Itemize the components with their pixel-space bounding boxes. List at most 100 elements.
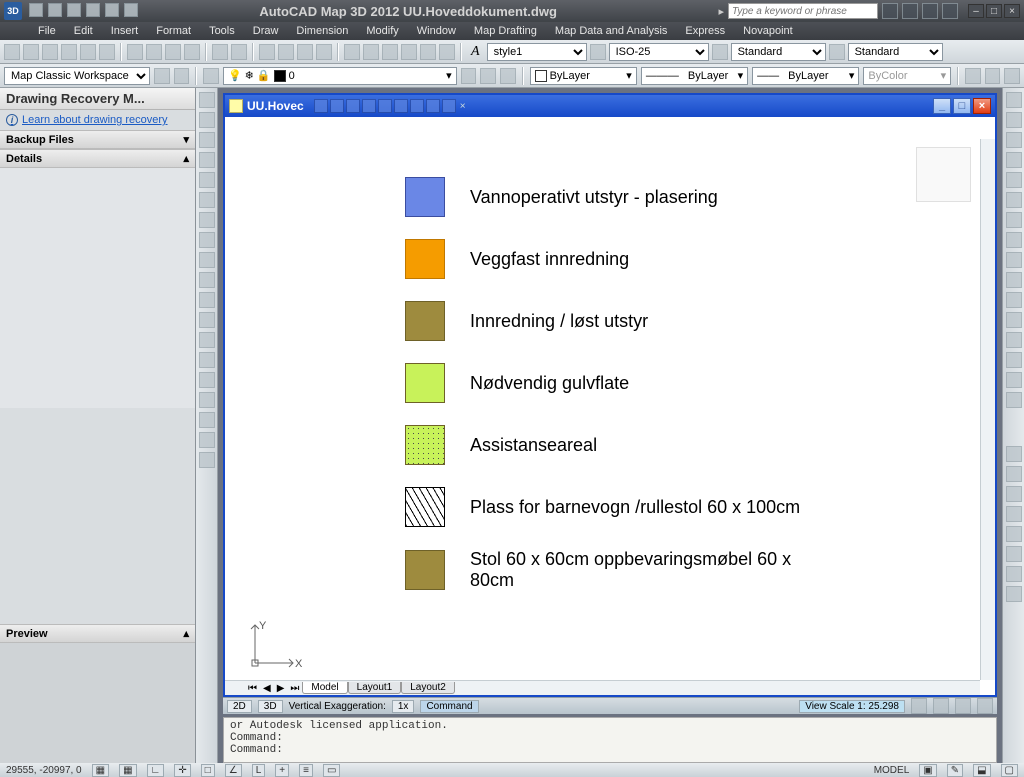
ws-settings-icon[interactable]: [154, 68, 170, 84]
close-button[interactable]: ×: [1004, 4, 1020, 18]
np-icon3[interactable]: [1004, 68, 1020, 84]
maximize-button[interactable]: □: [986, 4, 1002, 18]
preview-header[interactable]: Preview▴: [0, 624, 195, 643]
grid-btn[interactable]: ▦: [119, 764, 136, 777]
revcloud-icon[interactable]: [199, 232, 215, 248]
polar-btn[interactable]: ✛: [174, 764, 190, 777]
osnap-btn[interactable]: □: [201, 764, 215, 777]
lineweight-select[interactable]: —— ByLayer▾: [752, 67, 859, 85]
vertical-scrollbar[interactable]: [980, 139, 995, 680]
new-file-icon[interactable]: [4, 44, 20, 60]
menu-tools[interactable]: Tools: [201, 24, 243, 38]
map-icon5[interactable]: [1006, 526, 1022, 542]
arc-icon[interactable]: [199, 192, 215, 208]
status-icon4[interactable]: ▢: [1001, 764, 1018, 777]
dim-style-select[interactable]: ISO-25: [609, 43, 709, 61]
circle-icon[interactable]: [199, 212, 215, 228]
array-icon[interactable]: [1006, 172, 1022, 188]
status-icon3[interactable]: ⬓: [973, 764, 990, 777]
map-icon6[interactable]: [1006, 546, 1022, 562]
dt-icon3[interactable]: [346, 99, 360, 113]
dt-icon6[interactable]: [394, 99, 408, 113]
doc-maximize-button[interactable]: □: [953, 98, 971, 114]
hatch-icon[interactable]: [199, 372, 215, 388]
menu-edit[interactable]: Edit: [66, 24, 101, 38]
paste-icon[interactable]: [165, 44, 181, 60]
textstyle-icon[interactable]: A: [467, 44, 484, 60]
print-icon[interactable]: [61, 44, 77, 60]
tab-nav-last[interactable]: ⏭: [287, 683, 302, 694]
publish-icon[interactable]: [99, 44, 115, 60]
layer-mgr-icon[interactable]: [203, 68, 219, 84]
redo-icon[interactable]: [105, 3, 119, 17]
canvas[interactable]: Vannoperativt utstyr - plaseringVeggfast…: [225, 117, 995, 695]
np-icon1[interactable]: [965, 68, 981, 84]
quick-access-toolbar[interactable]: [28, 3, 139, 20]
undo-icon[interactable]: [86, 3, 100, 17]
viewscale-label[interactable]: View Scale 1: 25.298: [799, 700, 905, 713]
annoscale-icon[interactable]: [933, 698, 949, 714]
table-icon[interactable]: [199, 432, 215, 448]
doc-tab-close[interactable]: ×: [460, 101, 466, 112]
undo2-icon[interactable]: [212, 44, 228, 60]
np-icon2[interactable]: [985, 68, 1001, 84]
print-icon[interactable]: [124, 3, 138, 17]
workspace-select[interactable]: Map Classic Workspace: [4, 67, 150, 85]
mleader-icon[interactable]: [829, 44, 845, 60]
model-space-label[interactable]: MODEL: [874, 765, 910, 776]
color-select[interactable]: ByLayer▾: [530, 67, 637, 85]
menu-format[interactable]: Format: [148, 24, 199, 38]
rotate-icon[interactable]: [1006, 212, 1022, 228]
xline-icon[interactable]: [199, 112, 215, 128]
tab-nav-prev[interactable]: ◀: [260, 683, 274, 694]
dt-help-icon[interactable]: [442, 99, 456, 113]
ortho-btn[interactable]: ∟: [147, 764, 165, 777]
snap-btn[interactable]: ▦: [92, 764, 109, 777]
point-icon[interactable]: [199, 352, 215, 368]
designcenter-icon[interactable]: [363, 44, 379, 60]
props-icon[interactable]: [344, 44, 360, 60]
menu-insert[interactable]: Insert: [103, 24, 147, 38]
menu-novapoint[interactable]: Novapoint: [735, 24, 801, 38]
open-file-icon[interactable]: [23, 44, 39, 60]
otrack-btn[interactable]: ∠: [225, 764, 242, 777]
scale-icon[interactable]: [1006, 232, 1022, 248]
menu-mapdrafting[interactable]: Map Drafting: [466, 24, 545, 38]
ws-lock-icon[interactable]: [174, 68, 190, 84]
tab-layout1[interactable]: Layout1: [348, 682, 402, 694]
menu-mapdata[interactable]: Map Data and Analysis: [547, 24, 676, 38]
dt-icon8[interactable]: [426, 99, 440, 113]
coord-readout[interactable]: 29555, -20997, 0: [6, 765, 82, 776]
command-chip[interactable]: Command: [420, 700, 478, 713]
map-icon3[interactable]: [1006, 486, 1022, 502]
save-file-icon[interactable]: [42, 44, 58, 60]
lock-icon[interactable]: [911, 698, 927, 714]
lwt-btn[interactable]: ≡: [299, 764, 313, 777]
menu-file[interactable]: File: [30, 24, 64, 38]
move-icon[interactable]: [1006, 192, 1022, 208]
save-icon[interactable]: [67, 3, 81, 17]
btn-2d[interactable]: 2D: [227, 700, 252, 713]
mirror-icon[interactable]: [1006, 132, 1022, 148]
tab-layout2[interactable]: Layout2: [401, 682, 455, 694]
rect-icon[interactable]: [199, 172, 215, 188]
menu-draw[interactable]: Draw: [245, 24, 287, 38]
polygon-icon[interactable]: [199, 152, 215, 168]
sheets-icon[interactable]: [401, 44, 417, 60]
qp-btn[interactable]: ▭: [323, 764, 340, 777]
dt-icon1[interactable]: [314, 99, 328, 113]
dim-icon[interactable]: [590, 44, 606, 60]
menu-dimension[interactable]: Dimension: [288, 24, 356, 38]
extend-icon[interactable]: [1006, 292, 1022, 308]
match-icon[interactable]: [184, 44, 200, 60]
layer-prev-icon[interactable]: [461, 68, 477, 84]
insert-icon[interactable]: [199, 312, 215, 328]
app-icon[interactable]: 3D: [4, 2, 22, 20]
menu-modify[interactable]: Modify: [358, 24, 406, 38]
layer-state-icon[interactable]: [480, 68, 496, 84]
help-icon[interactable]: [942, 3, 958, 19]
toolpal-icon[interactable]: [382, 44, 398, 60]
minimize-button[interactable]: –: [968, 4, 984, 18]
map-icon1[interactable]: [1006, 446, 1022, 462]
mleader-style-select[interactable]: Standard: [848, 43, 943, 61]
